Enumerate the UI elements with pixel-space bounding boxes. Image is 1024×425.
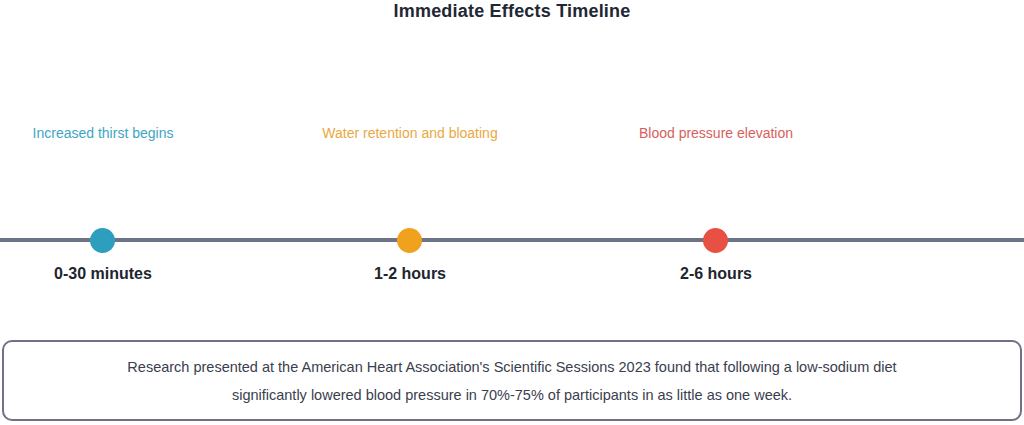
research-footnote-line-1: Research presented at the American Heart… bbox=[4, 353, 1020, 381]
research-footnote-box: Research presented at the American Heart… bbox=[2, 340, 1022, 421]
milestone-dot-blood-pressure bbox=[703, 228, 728, 253]
page-title: Immediate Effects Timeline bbox=[0, 0, 1024, 22]
milestone-time-2-6-hours: 2-6 hours bbox=[596, 265, 836, 283]
milestone-time-0-30-minutes: 0-30 minutes bbox=[0, 265, 223, 283]
milestone-dot-water-retention bbox=[397, 228, 422, 253]
milestone-label-blood-pressure: Blood pressure elevation bbox=[596, 123, 836, 144]
timeline-axis-line bbox=[0, 238, 1024, 242]
milestone-dot-increased-thirst bbox=[90, 228, 115, 253]
milestone-time-1-2-hours: 1-2 hours bbox=[290, 265, 530, 283]
timeline-diagram: Immediate Effects Timeline Increased thi… bbox=[0, 0, 1024, 425]
milestone-label-water-retention: Water retention and bloating bbox=[290, 123, 530, 144]
research-footnote-line-2: significantly lowered blood pressure in … bbox=[4, 381, 1020, 409]
milestone-label-increased-thirst: Increased thirst begins bbox=[0, 123, 223, 144]
